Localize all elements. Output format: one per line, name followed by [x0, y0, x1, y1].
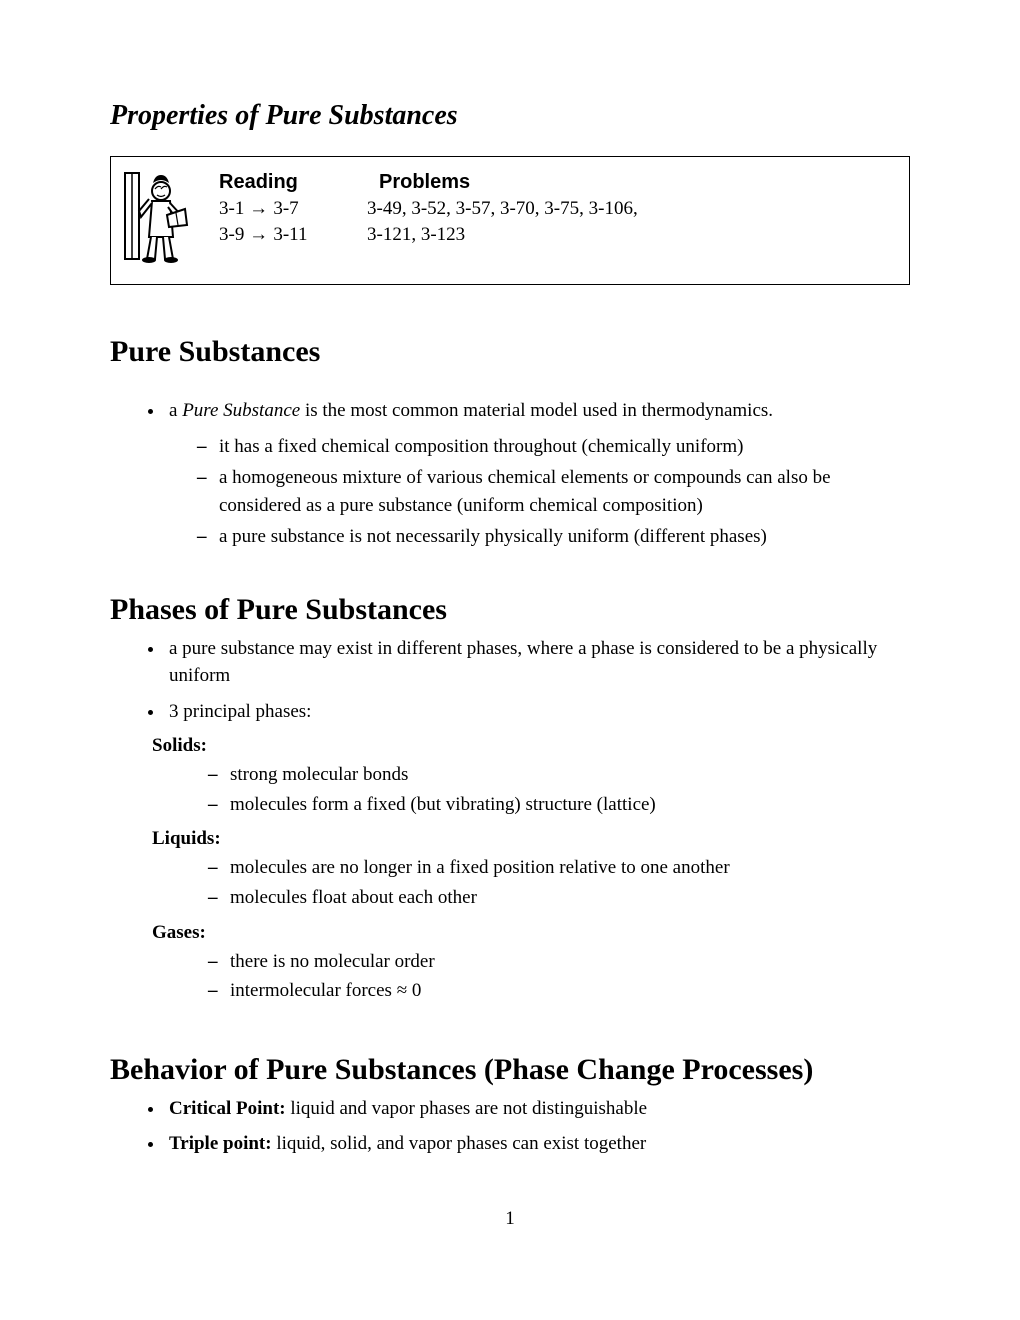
section-heading-pure-substances: Pure Substances	[110, 335, 910, 369]
behavior-list: Critical Point: liquid and vapor phases …	[110, 1095, 910, 1158]
problems-row-1: 3-49, 3-52, 3-57, 3-70, 3-75, 3-106,	[359, 196, 638, 222]
list-item: molecules float about each other	[230, 884, 910, 912]
reading-row-1: 3-1 → 3-7	[219, 196, 359, 222]
page-title: Properties of Pure Substances	[110, 100, 910, 132]
page-number: 1	[110, 1208, 910, 1230]
reading-row-2: 3-9 → 3-11	[219, 222, 359, 248]
list-item: a pure substance is not necessarily phys…	[219, 523, 910, 551]
list-item: there is no molecular order	[230, 948, 910, 976]
list-item: 3 principal phases:	[165, 698, 910, 726]
solids-label: Solids:	[152, 735, 910, 757]
solids-list: strong molecular bonds molecules form a …	[110, 761, 910, 818]
reading-header: Reading	[219, 169, 359, 196]
reading-problems-table: Reading Problems 3-1 → 3-7 3-49, 3-52, 3…	[219, 169, 638, 247]
gases-list: there is no molecular order intermolecul…	[110, 948, 910, 1005]
gases-label: Gases:	[152, 922, 910, 944]
list-item: intermolecular forces ≈ 0	[230, 977, 910, 1005]
list-item: a Pure Substance is the most common mate…	[165, 397, 910, 551]
list-item: a homogeneous mixture of various chemica…	[219, 464, 910, 519]
pure-substances-list: a Pure Substance is the most common mate…	[110, 397, 910, 551]
section-heading-phases: Phases of Pure Substances	[110, 593, 910, 627]
phases-list: a pure substance may exist in different …	[110, 635, 910, 726]
section-heading-behavior: Behavior of Pure Substances (Phase Chang…	[110, 1053, 910, 1087]
list-item: Triple point: liquid, solid, and vapor p…	[165, 1130, 910, 1158]
list-item: molecules form a fixed (but vibrating) s…	[230, 791, 910, 819]
sub-list: it has a fixed chemical composition thro…	[169, 433, 910, 551]
list-item: strong molecular bonds	[230, 761, 910, 789]
problems-row-2: 3-121, 3-123	[359, 222, 638, 248]
reading-problems-box: Reading Problems 3-1 → 3-7 3-49, 3-52, 3…	[110, 156, 910, 285]
liquids-label: Liquids:	[152, 828, 910, 850]
list-item: it has a fixed chemical composition thro…	[219, 433, 910, 461]
list-item: a pure substance may exist in different …	[165, 635, 910, 690]
document-page: Properties of Pure Substances Reading Pr…	[0, 0, 1020, 1270]
arrow-icon: →	[249, 198, 273, 219]
list-item: molecules are no longer in a fixed posit…	[230, 854, 910, 882]
problems-header: Problems	[359, 169, 638, 196]
liquids-list: molecules are no longer in a fixed posit…	[110, 854, 910, 911]
list-item: Critical Point: liquid and vapor phases …	[165, 1095, 910, 1123]
reader-clipart-icon	[119, 169, 199, 264]
arrow-icon: →	[249, 224, 273, 245]
